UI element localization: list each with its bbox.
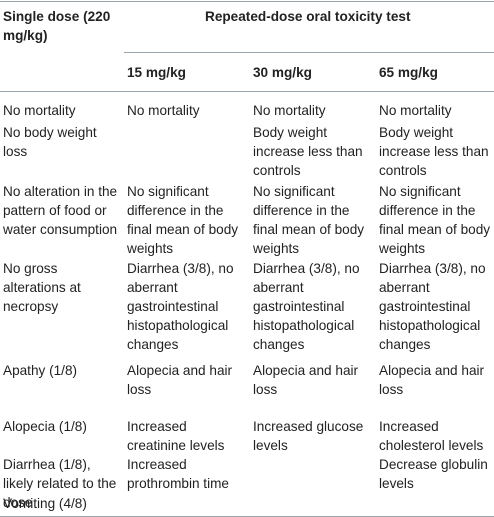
table-cell: Diarrhea (3/8), no aberrant gastrointest… bbox=[127, 261, 234, 352]
header-bottom-rule bbox=[0, 91, 494, 92]
header-30-mg: 30 mg/kg bbox=[253, 65, 312, 80]
table-cell: No mortality bbox=[3, 103, 76, 118]
table-cell: No alteration in the pattern of food or … bbox=[3, 184, 118, 237]
table-cell: Alopecia and hair loss bbox=[379, 363, 485, 397]
table-cell: Diarrhea (1/8), likely related to the do… bbox=[3, 457, 117, 510]
table-cell: Body weight increase less than controls bbox=[253, 125, 363, 178]
header-single-dose: Single dose (220 mg/kg) bbox=[3, 9, 111, 43]
table-cell: Decrease globulin levels bbox=[379, 457, 488, 491]
table-top-rule bbox=[0, 1, 494, 2]
header-repeated-dose-group: Repeated-dose oral toxicity test bbox=[205, 9, 411, 24]
header-group-rule bbox=[124, 52, 494, 53]
table-cell: Body weight increase less than controls bbox=[379, 125, 489, 178]
table-cell: No significant difference in the final m… bbox=[379, 184, 491, 256]
table-cell: Increased prothrombin time bbox=[127, 457, 229, 491]
table-cell: Apathy (1/8) bbox=[3, 363, 78, 378]
table-cell: Alopecia and hair loss bbox=[253, 363, 359, 397]
table-cell: Increased cholesterol levels bbox=[379, 419, 484, 453]
table-cell: No significant difference in the final m… bbox=[253, 184, 365, 256]
table-cell: Alopecia (1/8) bbox=[3, 419, 87, 434]
table-cell: No mortality bbox=[127, 103, 200, 118]
header-15-mg: 15 mg/kg bbox=[127, 65, 186, 80]
table-cell: Vomiting (4/8) bbox=[3, 496, 87, 511]
table-cell: No gross alterations at necropsy bbox=[3, 261, 81, 314]
table-cell: No significant difference in the final m… bbox=[127, 184, 239, 256]
table-cell: No body weight loss bbox=[3, 125, 97, 159]
table-cell: Increased glucose levels bbox=[253, 419, 364, 453]
table-cell: Increased creatinine levels bbox=[127, 419, 225, 453]
table-cell: Diarrhea (3/8), no aberrant gastrointest… bbox=[253, 261, 360, 352]
table-cell: No mortality bbox=[379, 103, 452, 118]
table-cell: Alopecia and hair loss bbox=[127, 363, 233, 397]
table-cell: Diarrhea (3/8), no aberrant gastrointest… bbox=[379, 261, 486, 352]
table-cell: No mortality bbox=[253, 103, 326, 118]
header-65-mg: 65 mg/kg bbox=[379, 65, 438, 80]
